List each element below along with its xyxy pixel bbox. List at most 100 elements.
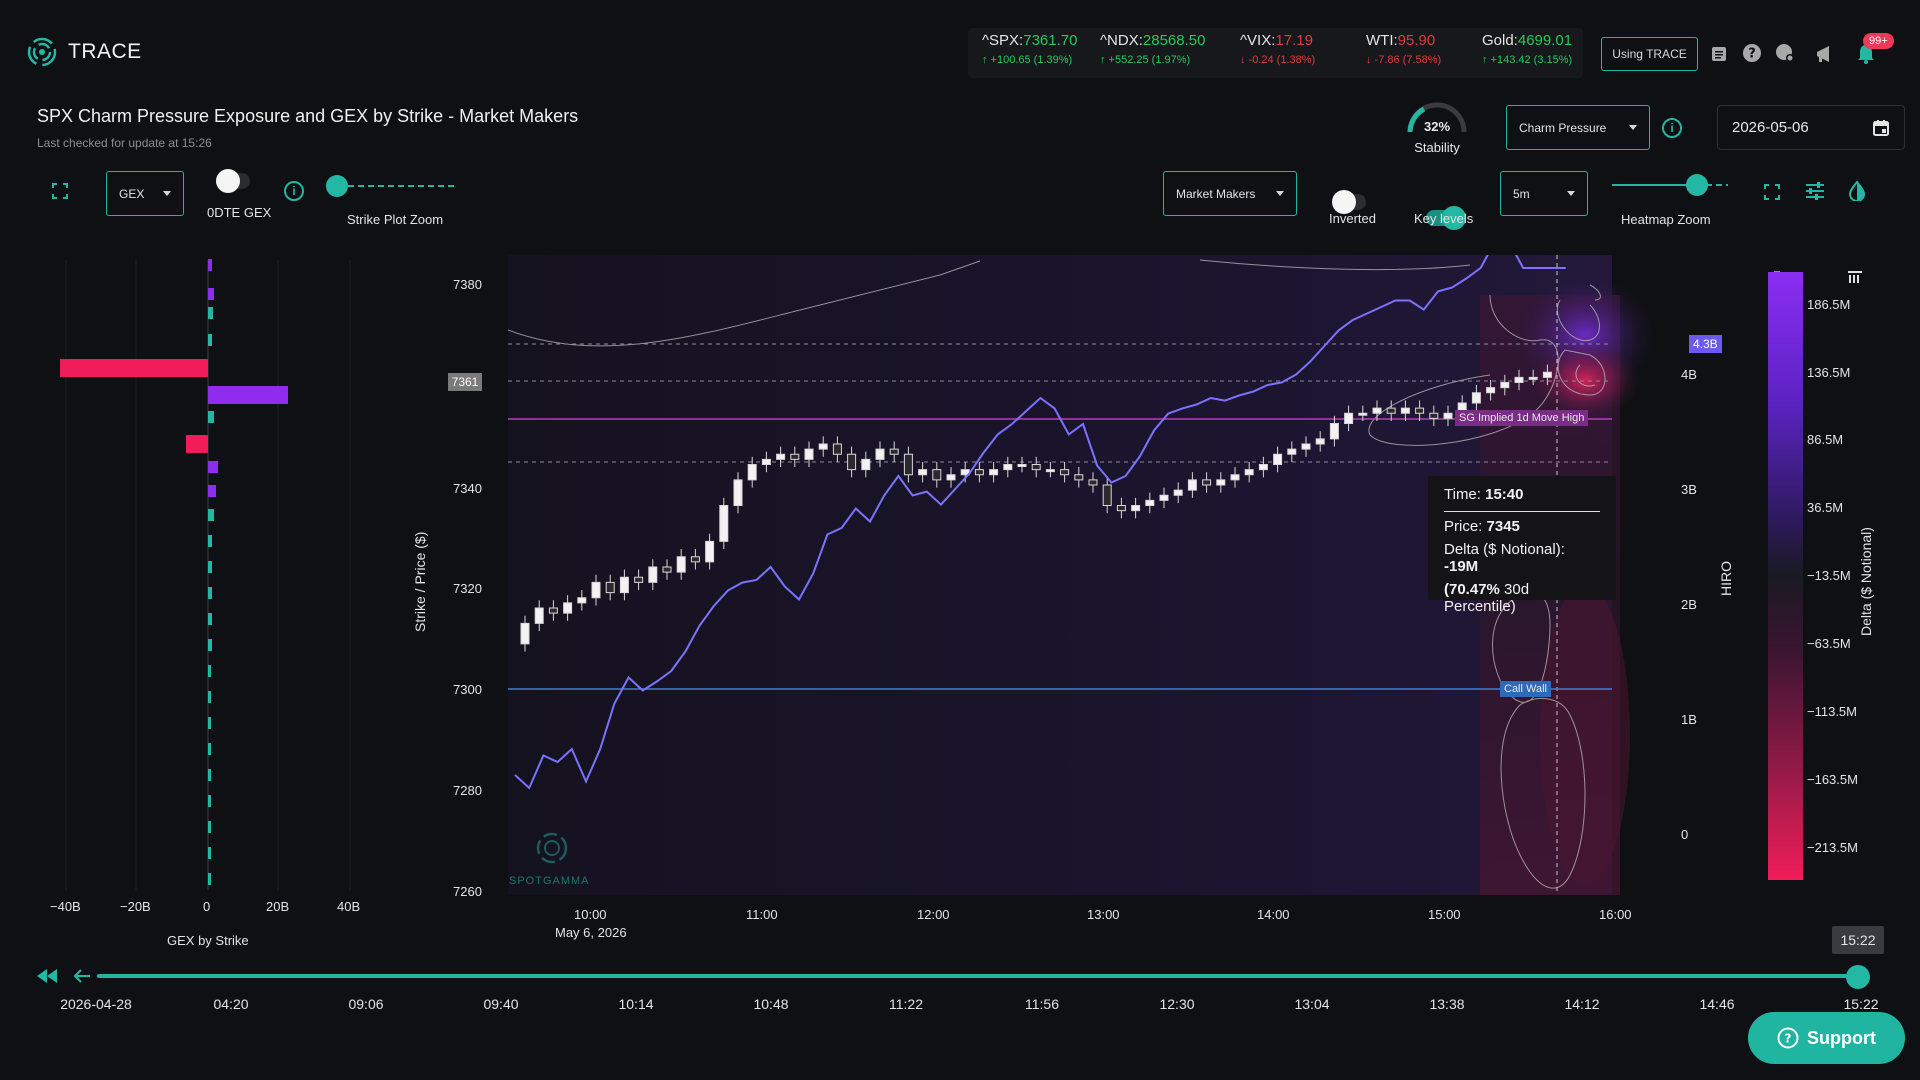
settings-sliders-icon[interactable] <box>1805 181 1825 206</box>
candle-body[interactable] <box>747 464 757 481</box>
candle-body[interactable] <box>1031 464 1041 471</box>
candle-body[interactable] <box>1386 407 1396 414</box>
candle-body[interactable] <box>1173 489 1183 496</box>
candle-body[interactable] <box>548 607 558 614</box>
gex-bar[interactable] <box>208 334 212 346</box>
step-back-arrow-icon[interactable] <box>73 968 91 989</box>
candle-body[interactable] <box>1415 407 1425 414</box>
candle-body[interactable] <box>676 556 686 573</box>
using-trace-button[interactable]: Using TRACE <box>1601 37 1698 71</box>
candle-body[interactable] <box>1102 484 1112 506</box>
slider-knob[interactable] <box>326 175 348 197</box>
gex-bar[interactable] <box>208 795 211 807</box>
gex-bar[interactable] <box>208 587 212 599</box>
contrast-icon[interactable] <box>1848 180 1866 206</box>
candle-body[interactable] <box>1003 464 1013 471</box>
gex-bar[interactable] <box>208 821 211 833</box>
slider-knob[interactable] <box>1686 174 1708 196</box>
support-button[interactable]: ? Support <box>1748 1012 1905 1064</box>
gex-bar[interactable] <box>208 288 214 300</box>
candle-body[interactable] <box>818 443 828 450</box>
gex-bar[interactable] <box>208 561 212 573</box>
candle-body[interactable] <box>804 448 814 460</box>
gex-bar[interactable] <box>208 691 211 703</box>
gex-bar[interactable] <box>208 307 213 319</box>
help-icon[interactable]: ? <box>1741 42 1763 64</box>
candle-body[interactable] <box>1273 453 1283 465</box>
candle-body[interactable] <box>1372 407 1382 414</box>
gex-bar[interactable] <box>208 259 212 271</box>
candle-body[interactable] <box>932 469 942 481</box>
candle-body[interactable] <box>619 576 629 594</box>
candle-body[interactable] <box>733 479 743 506</box>
docs-icon[interactable] <box>1708 43 1730 65</box>
candle-body[interactable] <box>705 540 715 563</box>
gex-bar[interactable] <box>208 461 218 473</box>
candle-body[interactable] <box>1514 376 1524 383</box>
expand-chart-icon[interactable] <box>1764 184 1780 205</box>
ticker-ndx[interactable]: ^NDX:28568.50 ↑ +552.25 (1.97%) <box>1100 32 1205 66</box>
gex-bar[interactable] <box>208 535 212 547</box>
candle-body[interactable] <box>889 448 899 455</box>
candle-body[interactable] <box>1500 382 1510 389</box>
date-picker[interactable]: 2026-05-06 <box>1717 105 1905 150</box>
gex-bar[interactable] <box>208 873 211 885</box>
candle-body[interactable] <box>832 443 842 455</box>
gex-bar[interactable] <box>208 509 214 521</box>
candle-body[interactable] <box>903 453 913 476</box>
candle-body[interactable] <box>974 469 984 476</box>
candle-body[interactable] <box>1145 499 1155 506</box>
odte-gex-toggle[interactable] <box>216 169 250 193</box>
candle-body[interactable] <box>1443 412 1453 419</box>
gex-bar[interactable] <box>208 613 212 625</box>
expand-left-icon[interactable] <box>52 183 68 204</box>
gex-select[interactable]: GEX <box>106 171 184 216</box>
candle-body[interactable] <box>1017 464 1027 467</box>
candle-body[interactable] <box>1060 469 1070 476</box>
ticker-vix[interactable]: ^VIX:17.19 ↓ -0.24 (1.38%) <box>1240 32 1315 66</box>
candle-body[interactable] <box>1159 494 1169 501</box>
candle-body[interactable] <box>1329 423 1339 440</box>
ticker-spx[interactable]: ^SPX:7361.70 ↑ +100.65 (1.39%) <box>982 32 1077 66</box>
interval-select[interactable]: 5m <box>1500 171 1588 216</box>
candle-body[interactable] <box>520 622 530 645</box>
candle-body[interactable] <box>790 453 800 460</box>
candle-body[interactable] <box>591 581 601 599</box>
candle-body[interactable] <box>1358 412 1368 416</box>
candle-body[interactable] <box>1202 479 1212 486</box>
candle-body[interactable] <box>1315 438 1325 445</box>
candle-body[interactable] <box>1045 469 1055 473</box>
candle-body[interactable] <box>1486 387 1496 394</box>
candle-body[interactable] <box>847 453 857 471</box>
candle-body[interactable] <box>1542 371 1552 378</box>
info-icon[interactable]: i <box>1662 118 1682 138</box>
candle-body[interactable] <box>1131 505 1141 512</box>
info-icon[interactable]: i <box>284 181 304 201</box>
candle-body[interactable] <box>918 469 928 476</box>
ticker-wti[interactable]: WTI:95.90 ↓ -7.86 (7.58%) <box>1366 32 1441 66</box>
inverted-toggle[interactable] <box>1332 190 1366 214</box>
participant-select[interactable]: Market Makers <box>1163 171 1297 216</box>
settings-shield-icon[interactable] <box>1774 42 1796 64</box>
gex-bar[interactable] <box>208 665 211 677</box>
candle-body[interactable] <box>1471 392 1481 404</box>
candle-body[interactable] <box>563 602 573 614</box>
gex-bar[interactable] <box>208 743 211 755</box>
candle-body[interactable] <box>989 469 999 476</box>
timeline-track[interactable] <box>97 974 1861 978</box>
gex-bar[interactable] <box>208 717 211 729</box>
gex-bar[interactable] <box>186 435 208 453</box>
metric-select[interactable]: Charm Pressure <box>1506 105 1650 150</box>
candle-body[interactable] <box>1429 412 1439 419</box>
gex-bar[interactable] <box>208 769 211 781</box>
candle-body[interactable] <box>1074 474 1084 481</box>
plot-menu-icon[interactable] <box>1848 270 1862 288</box>
candle-body[interactable] <box>1244 469 1254 476</box>
candle-body[interactable] <box>662 566 672 573</box>
candle-body[interactable] <box>648 566 658 583</box>
candle-body[interactable] <box>1258 464 1268 471</box>
gex-bar[interactable] <box>208 847 211 859</box>
candle-body[interactable] <box>1187 479 1197 491</box>
gex-by-strike-chart[interactable] <box>0 250 400 910</box>
candle-body[interactable] <box>1230 474 1240 481</box>
